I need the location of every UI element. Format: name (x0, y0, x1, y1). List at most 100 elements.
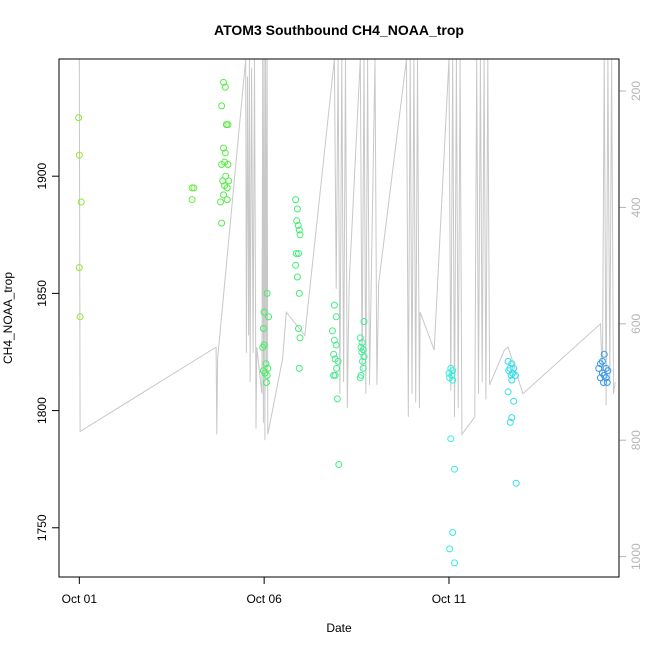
scatter-points-layer (75, 78, 612, 567)
data-point (512, 479, 520, 487)
data-point (225, 177, 233, 185)
data-point (359, 364, 367, 372)
data-point (360, 353, 368, 361)
data-point (358, 339, 366, 347)
data-point (221, 83, 229, 91)
data-point (508, 376, 516, 384)
data-point (261, 369, 269, 377)
data-point (223, 184, 231, 192)
data-point (292, 196, 300, 204)
x-tick-label: Oct 06 (246, 592, 282, 606)
data-point (508, 360, 516, 368)
data-point (512, 371, 519, 379)
data-point (334, 357, 342, 365)
secondary-y-tick-label: 600 (629, 313, 643, 333)
data-point (263, 371, 271, 379)
data-point (506, 418, 514, 426)
data-point (329, 327, 336, 335)
data-point (333, 364, 341, 372)
data-point (221, 149, 229, 157)
data-point (451, 559, 458, 567)
data-point (446, 545, 454, 553)
data-point (330, 301, 338, 309)
data-point (357, 343, 365, 351)
data-point (600, 350, 608, 358)
data-point (217, 198, 224, 206)
data-point (333, 395, 341, 403)
data-point (75, 151, 83, 159)
data-point (451, 465, 458, 473)
data-point (260, 308, 268, 316)
data-point (220, 144, 227, 152)
data-point (262, 360, 270, 368)
secondary-y-tick-label: 400 (629, 197, 643, 217)
data-point (295, 289, 303, 297)
data-point (356, 374, 364, 382)
data-point (600, 379, 607, 386)
data-point (218, 102, 226, 110)
data-point (510, 397, 518, 405)
data-point (218, 219, 226, 227)
data-point (356, 334, 364, 342)
data-point (295, 364, 303, 372)
chart-title: ATOM3 Southbound CH4_NOAA_trop (214, 22, 464, 38)
data-point (603, 379, 611, 386)
data-point (598, 369, 606, 377)
data-point (449, 529, 457, 536)
data-point (295, 325, 302, 332)
data-point (262, 379, 270, 386)
altitude-trace-line (78, 58, 616, 441)
x-tick-label: Oct 01 (62, 592, 98, 606)
data-point (296, 334, 304, 342)
secondary-y-tick-label: 200 (629, 81, 643, 101)
data-point (75, 264, 83, 272)
secondary-y-tick-label: 1000 (629, 543, 643, 570)
x-tick-label: Oct 11 (432, 592, 467, 606)
data-point (330, 350, 338, 358)
y-axis-label: CH4_NOAA_trop (1, 272, 15, 364)
data-point (332, 341, 340, 349)
data-point (220, 78, 227, 86)
data-point (224, 121, 232, 129)
data-point (449, 367, 457, 375)
data-point (332, 313, 340, 321)
data-point (76, 313, 84, 321)
data-point (504, 357, 512, 365)
data-point (259, 343, 267, 351)
data-point (75, 114, 83, 122)
data-point (221, 158, 229, 166)
data-point (296, 231, 304, 239)
data-point (602, 364, 610, 372)
secondary-y-tick-label: 800 (629, 430, 643, 450)
data-point (292, 261, 300, 269)
data-point (293, 205, 301, 213)
data-point (220, 191, 227, 199)
data-point (597, 360, 604, 368)
data-point (507, 371, 515, 379)
data-point (293, 217, 301, 225)
data-point (448, 371, 456, 379)
data-point (295, 226, 303, 234)
data-point (293, 273, 301, 281)
data-point (292, 250, 300, 257)
data-point (447, 364, 455, 372)
data-point (449, 376, 457, 384)
altitude-trace-layer (78, 58, 616, 441)
data-point (330, 336, 338, 344)
data-point (504, 388, 512, 396)
data-point (295, 250, 302, 257)
data-point (77, 198, 85, 206)
data-point (447, 435, 455, 443)
plot-frame (58, 58, 620, 578)
data-point (190, 184, 198, 192)
data-point (595, 364, 603, 372)
data-point (223, 196, 231, 204)
data-point (294, 221, 302, 229)
y-tick-label: 1750 (35, 514, 49, 541)
data-point (330, 371, 338, 379)
y-tick-label: 1900 (35, 163, 49, 190)
x-axis-label: Date (326, 621, 352, 635)
data-point (188, 196, 196, 204)
data-point (259, 325, 267, 332)
data-point (263, 289, 271, 297)
